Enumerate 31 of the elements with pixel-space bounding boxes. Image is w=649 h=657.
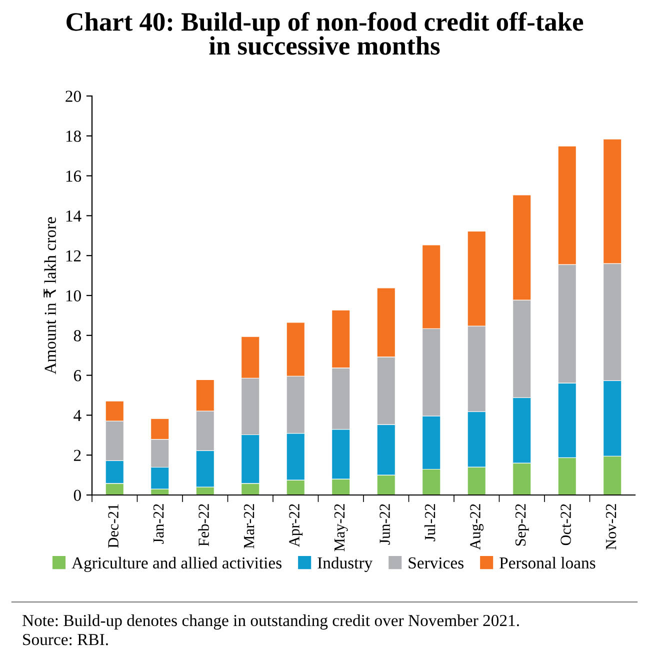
y-tick-label: 10 <box>66 290 81 302</box>
x-tick-label: Jan-22 <box>153 504 164 544</box>
legend-label: Agriculture and allied activities <box>72 556 282 572</box>
x-tick-label: Feb-22 <box>198 504 209 546</box>
x-tick-label: Sep-22 <box>515 504 529 546</box>
text: Note: Build-up denotes change in outstanding credit over November 2021. <box>22 614 519 630</box>
x-tick-label: Aug-22 <box>470 504 484 550</box>
x-tick-label: Jul-22 <box>424 504 436 542</box>
y-tick-label: 14 <box>66 210 82 222</box>
y-tick-label: 8 <box>74 330 81 342</box>
source-note: Source: RBI. <box>23 634 108 646</box>
x-tick-label: May-22 <box>334 504 348 552</box>
y-tick-label: 16 <box>66 170 82 182</box>
x-tick-label: Oct-22 <box>560 504 571 546</box>
x-tick-label: Apr-22 <box>289 504 303 547</box>
x-tick-label: Nov-22 <box>606 504 616 550</box>
y-tick-label: 18 <box>66 130 81 142</box>
y-tick-label: 2 <box>74 450 81 461</box>
x-tick-label: Dec-21 <box>108 504 118 548</box>
legend-label: Industry <box>318 556 373 572</box>
y-tick-label: 20 <box>66 90 81 102</box>
y-tick-label: 6 <box>74 370 82 382</box>
y-tick-label: 0 <box>74 490 81 501</box>
x-tick-label: Jun-22 <box>380 504 390 545</box>
legend-label: Services <box>408 557 464 569</box>
legend-label: Personal loans <box>500 556 596 569</box>
y-axis-title: Amount in ₹ lakh crore <box>44 217 56 374</box>
chart-title: Chart 40: Build-up of non-food credit off-take in successive months <box>66 12 584 55</box>
y-tick-label: 12 <box>66 250 81 262</box>
y-tick-label: 4 <box>74 410 82 421</box>
x-tick-label: Mar-22 <box>244 504 254 548</box>
